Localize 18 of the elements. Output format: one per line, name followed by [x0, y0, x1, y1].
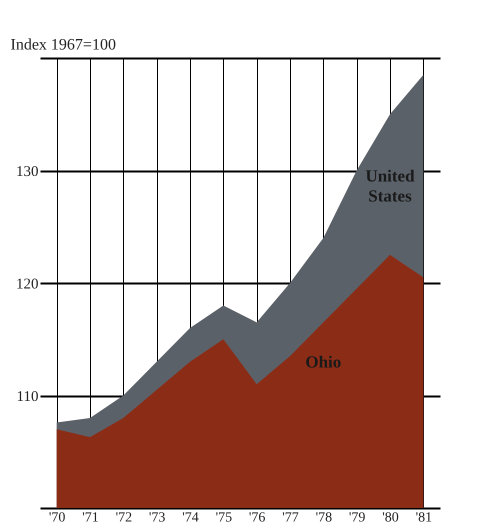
x-tick-label: '73: [148, 510, 166, 526]
x-tick-label: '77: [282, 510, 299, 526]
x-tick-label: '79: [348, 510, 366, 526]
series-label: United States: [365, 166, 416, 206]
x-tick-label: '81: [416, 510, 432, 526]
x-tick-label: '72: [116, 510, 132, 526]
x-tick-label: '70: [48, 510, 66, 526]
y-tick-label: 130: [16, 164, 38, 180]
y-tick-label: 110: [16, 389, 38, 405]
x-tick-label: '76: [248, 510, 266, 526]
series-label: Ohio: [305, 352, 342, 372]
y-axis-title: Index 1967=100: [10, 36, 116, 54]
x-tick-label: '71: [82, 510, 99, 526]
y-tick-label: 120: [16, 276, 38, 292]
x-tick-label: '80: [382, 510, 399, 526]
x-tick-label: '74: [182, 510, 199, 526]
x-tick-label: '78: [316, 510, 332, 526]
x-tick-label: '75: [216, 510, 232, 526]
